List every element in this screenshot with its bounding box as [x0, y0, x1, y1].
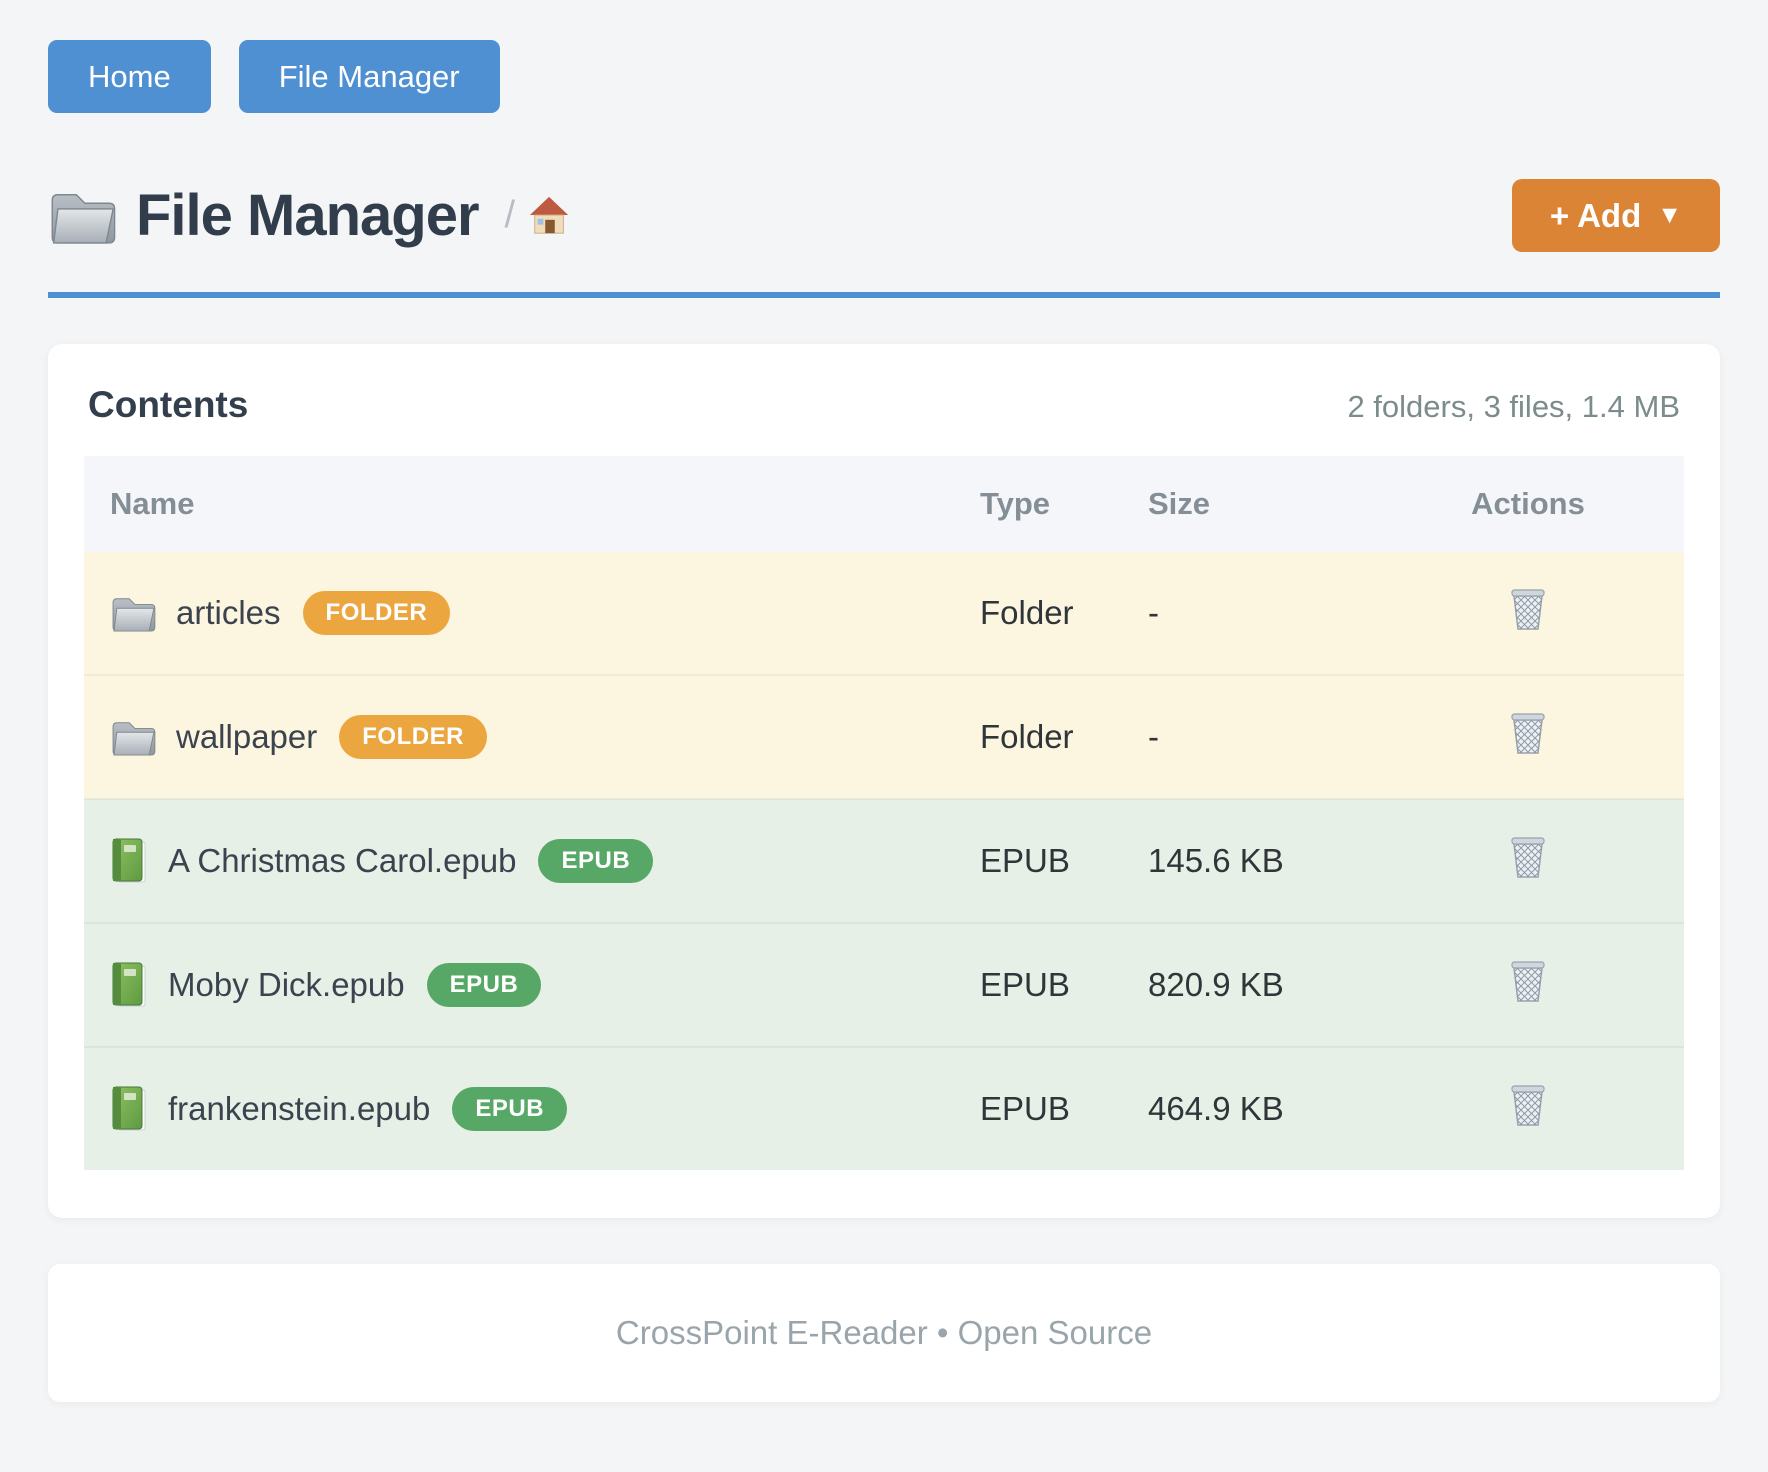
- title-group: File Manager /: [48, 182, 571, 249]
- title-divider: [48, 292, 1720, 298]
- add-button[interactable]: + Add ▼: [1511, 179, 1720, 252]
- type-cell: EPUB: [980, 922, 1148, 1047]
- name-cell: articles FOLDER: [84, 552, 980, 675]
- size-cell: -: [1148, 594, 1159, 631]
- folder-icon: [48, 187, 116, 245]
- actions-cell: [1372, 552, 1684, 675]
- type-badge: EPUB: [426, 963, 542, 1007]
- actions-cell: [1372, 674, 1684, 799]
- file-name-link[interactable]: wallpaper: [176, 718, 318, 755]
- type-badge: FOLDER: [339, 715, 487, 759]
- table-row[interactable]: wallpaper FOLDER Folder -: [84, 674, 1684, 799]
- folder-icon: [110, 594, 156, 632]
- contents-card: Contents 2 folders, 3 files, 1.4 MB Name…: [48, 344, 1720, 1218]
- column-header-type: Type: [980, 456, 1148, 552]
- type-badge: EPUB: [538, 839, 654, 883]
- column-header-size: Size: [1148, 456, 1372, 552]
- delete-button[interactable]: [1507, 710, 1549, 756]
- footer: CrossPoint E-Reader • Open Source: [48, 1264, 1720, 1402]
- file-table-head: Name Type Size Actions: [84, 456, 1684, 552]
- header-row: Name Type Size Actions: [84, 456, 1684, 552]
- type-badge: FOLDER: [302, 591, 451, 635]
- delete-button[interactable]: [1507, 586, 1549, 632]
- home-button[interactable]: Home: [48, 40, 211, 113]
- type-cell: EPUB: [980, 1046, 1148, 1170]
- book-icon: [110, 962, 148, 1008]
- trash-icon: [1507, 837, 1549, 883]
- table-row[interactable]: frankenstein.epub EPUB EPUB 464.9 KB: [84, 1046, 1684, 1170]
- delete-button[interactable]: [1507, 958, 1549, 1004]
- column-header-name: Name: [84, 456, 980, 552]
- contents-header: Contents 2 folders, 3 files, 1.4 MB: [84, 384, 1684, 426]
- book-icon: [110, 838, 148, 884]
- trash-icon: [1507, 1085, 1549, 1131]
- footer-text: CrossPoint E-Reader • Open Source: [615, 1314, 1153, 1351]
- file-table: Name Type Size Actions articles FOLDER F…: [84, 456, 1684, 1170]
- type-cell: Folder: [980, 594, 1074, 631]
- column-header-actions: Actions: [1372, 456, 1684, 552]
- name-cell: A Christmas Carol.epub EPUB: [84, 798, 980, 923]
- actions-cell: [1372, 1046, 1684, 1170]
- breadcrumb: /: [505, 194, 572, 237]
- delete-button[interactable]: [1507, 1082, 1549, 1128]
- type-cell: EPUB: [980, 798, 1148, 923]
- file-name-link[interactable]: Moby Dick.epub: [168, 966, 405, 1003]
- chevron-down-icon: ▼: [1657, 201, 1682, 229]
- trash-icon: [1507, 713, 1549, 759]
- name-cell: Moby Dick.epub EPUB: [84, 922, 980, 1047]
- size-cell: 820.9 KB: [1148, 922, 1372, 1047]
- file-name-link[interactable]: articles: [176, 594, 281, 631]
- add-button-label: + Add: [1549, 197, 1642, 234]
- actions-cell: [1372, 922, 1684, 1047]
- size-cell: 145.6 KB: [1148, 798, 1372, 923]
- delete-button[interactable]: [1507, 834, 1549, 880]
- book-icon: [110, 1086, 148, 1132]
- contents-title: Contents: [88, 384, 249, 425]
- home-icon[interactable]: [529, 195, 571, 237]
- file-manager-button[interactable]: File Manager: [238, 40, 500, 113]
- trash-icon: [1507, 589, 1549, 635]
- file-table-body: articles FOLDER Folder - wallpaper: [84, 552, 1684, 1170]
- breadcrumb-separator: /: [504, 194, 516, 236]
- actions-cell: [1372, 798, 1684, 923]
- trash-icon: [1507, 961, 1549, 1007]
- type-cell: Folder: [980, 674, 1148, 799]
- size-cell: 464.9 KB: [1148, 1046, 1372, 1170]
- contents-summary: 2 folders, 3 files, 1.4 MB: [1347, 389, 1680, 424]
- folder-icon: [110, 718, 156, 756]
- table-row[interactable]: A Christmas Carol.epub EPUB EPUB 145.6 K…: [84, 798, 1684, 923]
- page-header: File Manager / + Add ▼: [48, 179, 1720, 252]
- table-row[interactable]: articles FOLDER Folder -: [84, 552, 1684, 675]
- file-name-link[interactable]: frankenstein.epub: [168, 1090, 431, 1127]
- page-title: File Manager: [136, 183, 480, 248]
- name-cell: frankenstein.epub EPUB: [84, 1046, 980, 1170]
- top-nav: Home File Manager: [48, 40, 1720, 113]
- size-cell: -: [1148, 674, 1372, 799]
- name-cell: wallpaper FOLDER: [84, 674, 980, 799]
- type-badge: EPUB: [452, 1087, 568, 1131]
- table-row[interactable]: Moby Dick.epub EPUB EPUB 820.9 KB: [84, 922, 1684, 1047]
- file-name-link[interactable]: A Christmas Carol.epub: [168, 842, 517, 879]
